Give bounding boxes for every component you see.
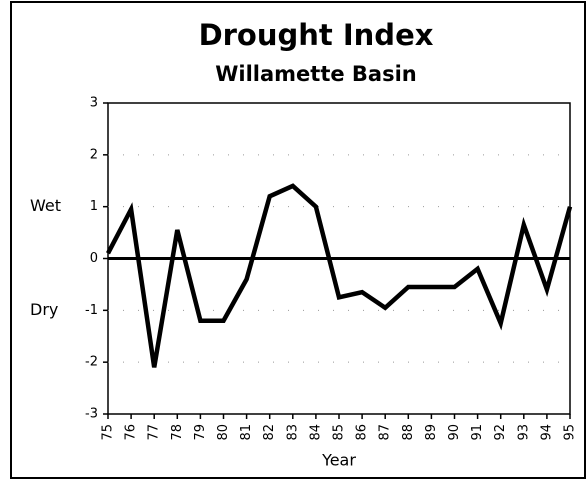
x-tick-label: 78 [170, 424, 185, 441]
x-tick-label: 95 [563, 424, 578, 441]
x-tick-label: 80 [216, 424, 231, 441]
x-tick-label: 85 [332, 424, 347, 441]
y-tick-label: -1 [85, 303, 98, 318]
x-tick-label: 83 [285, 424, 300, 441]
chart-subtitle: Willamette Basin [215, 62, 417, 86]
y-tick-label: -3 [85, 407, 98, 422]
annotation: Dry [30, 300, 58, 319]
y-tick-label: -2 [85, 355, 98, 370]
x-tick-label: 87 [378, 424, 393, 441]
x-tick-label: 91 [470, 424, 485, 441]
x-tick-label: 77 [147, 424, 162, 441]
y-tick-label: 1 [90, 199, 98, 214]
x-tick-label: 93 [516, 424, 531, 441]
x-tick-label: 84 [308, 424, 323, 441]
x-tick-label: 89 [424, 424, 439, 441]
x-tick-label: 90 [447, 424, 462, 441]
chart-title: Drought Index [199, 18, 434, 52]
x-tick-label: 88 [401, 424, 416, 441]
y-tick-label: 0 [90, 251, 98, 266]
x-tick-label: 82 [262, 424, 277, 441]
annotation: Wet [30, 196, 61, 215]
frame [10, 1, 586, 479]
x-tick-label: 92 [493, 424, 508, 441]
line [106, 183, 573, 368]
y-tick-label: 3 [90, 96, 98, 111]
x-tick-label: 79 [193, 424, 208, 441]
x-tick-label: 75 [101, 424, 116, 441]
x-tick-label: 81 [239, 424, 254, 441]
x-axis-label: Year [321, 451, 356, 470]
x-tick-label: 94 [539, 424, 554, 441]
y-tick-label: 2 [90, 147, 98, 162]
x-tick-label: 86 [355, 424, 370, 441]
x-tick-label: 76 [124, 424, 139, 441]
